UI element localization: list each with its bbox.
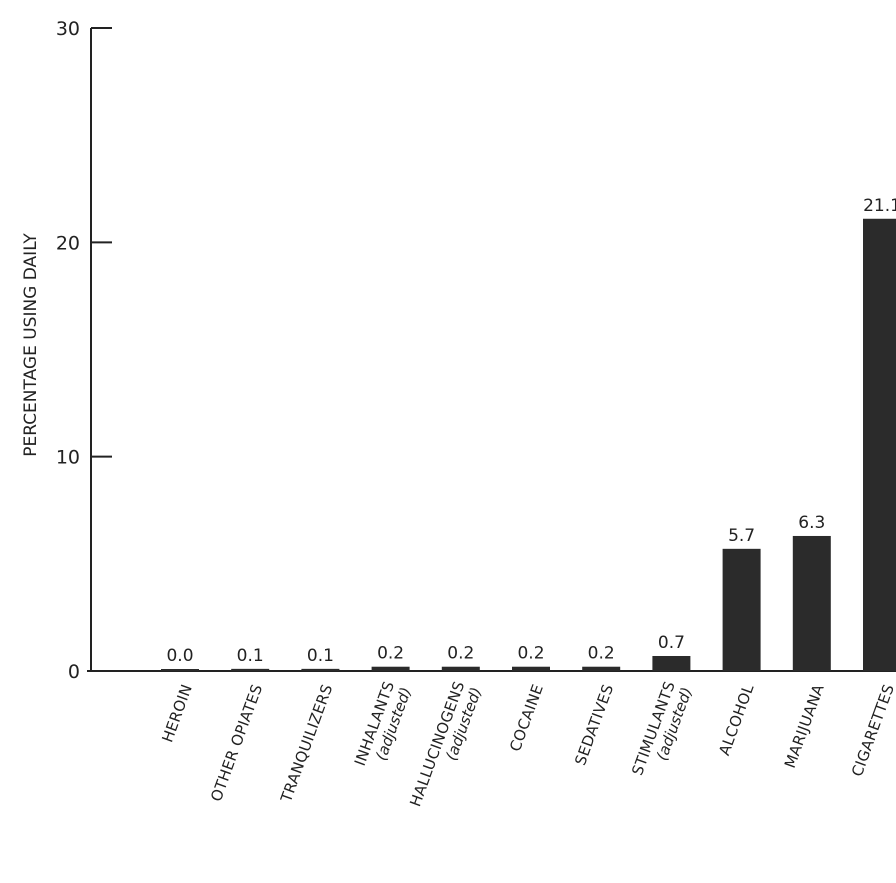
- bar-value-label: 0.2: [377, 644, 404, 664]
- bar-value-label: 0.1: [237, 646, 264, 666]
- bar-value-label: 0.7: [658, 633, 685, 653]
- y-tick-label: 0: [68, 661, 80, 683]
- bar-value-label: 0.2: [588, 644, 615, 664]
- category-label-text: CIGARETTES: [848, 682, 896, 779]
- bar: [231, 668, 270, 671]
- category-label: OTHER OPIATES: [207, 682, 266, 804]
- category-label-text: TRANQUILIZERS: [277, 682, 337, 806]
- bar: [582, 666, 621, 671]
- y-tick-label: 10: [56, 447, 80, 469]
- category-label-text: SEDATIVES: [571, 682, 617, 768]
- value-labels: 0.0 0.1 0.1 0.2 0.2 0.2 0.2 0.7 5.7 6.3 21.1: [166, 196, 896, 666]
- bar: [441, 666, 480, 671]
- y-tick-label: 30: [56, 18, 80, 40]
- category-label: COCAINE: [506, 682, 547, 754]
- bar: [161, 669, 199, 671]
- axes: 0 10 20 30: [56, 18, 896, 683]
- bar-value-label: 21.1: [863, 196, 896, 216]
- category-label: MARIJUANA: [781, 681, 828, 770]
- category-label: SEDATIVES: [571, 682, 617, 768]
- category-label: INHALANTS(adjusted): [351, 679, 415, 769]
- bar: [722, 548, 761, 671]
- y-axis-title: PERCENTAGE USING DAILY: [21, 233, 41, 457]
- bar: [301, 668, 340, 671]
- y-tick-label: 20: [56, 232, 80, 254]
- bar-value-label: 0.1: [307, 646, 334, 666]
- bar: [863, 218, 896, 672]
- category-label-text: COCAINE: [506, 682, 547, 754]
- category-label-text: ALCOHOL: [715, 681, 757, 757]
- bar: [371, 666, 410, 671]
- category-label: TRANQUILIZERS: [277, 682, 337, 806]
- bar: [512, 666, 550, 671]
- category-label: CIGARETTES: [848, 682, 896, 779]
- category-label-text: MARIJUANA: [781, 681, 828, 770]
- category-label: HALLUCINOGENS(adjusted): [406, 679, 485, 809]
- bar-value-label: 6.3: [798, 513, 825, 533]
- category-label-text: OTHER OPIATES: [207, 682, 266, 804]
- bar-value-label: 0.2: [447, 644, 474, 664]
- category-label-text: HEROIN: [158, 682, 196, 745]
- category-label: STIMULANTS(adjusted): [628, 679, 696, 778]
- category-label: HEROIN: [158, 682, 196, 745]
- category-label: ALCOHOL: [715, 681, 757, 757]
- bar-value-label: 0.0: [166, 646, 193, 666]
- bar: [652, 655, 691, 671]
- bar-value-label: 0.2: [517, 644, 544, 664]
- bars: [161, 218, 896, 672]
- bar-value-label: 5.7: [728, 526, 755, 546]
- bar: [792, 535, 831, 671]
- x-axis-labels: HEROIN OTHER OPIATES TRANQUILIZERS INHALANT…: [158, 679, 896, 809]
